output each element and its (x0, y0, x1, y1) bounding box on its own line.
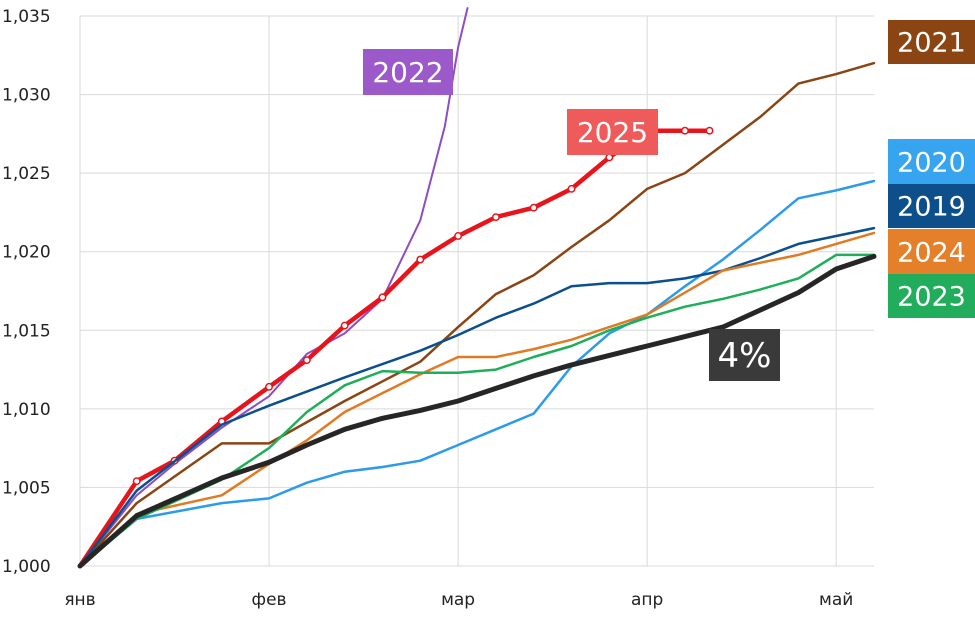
grid (79, 15, 874, 567)
data-point-2025 (567, 184, 576, 193)
series-label-text: 2023 (897, 282, 966, 313)
series (77, 7, 877, 569)
series-line-2021 (78, 61, 876, 568)
data-point-2025 (416, 255, 425, 264)
series-label-text: 2019 (897, 192, 966, 223)
series-label-box (888, 274, 975, 318)
series-label-2022: 2022 (363, 49, 453, 95)
x-tick-label: янв (64, 590, 95, 610)
series-label-text: 2025 (577, 116, 648, 149)
series-4 (77, 253, 877, 569)
series-labels: 2022 2025 2021 2020 2019 2024 2023 4% (363, 20, 975, 381)
data-point-2025 (605, 153, 614, 162)
series-2024 (78, 231, 876, 568)
series-line-2024 (78, 231, 876, 568)
series-label-box (567, 109, 658, 155)
series-line-2020 (78, 179, 876, 568)
data-point-2025 (378, 293, 387, 302)
x-tick-label: мар (441, 590, 475, 610)
series-label-box (888, 184, 975, 228)
data-point-2025 (132, 477, 141, 486)
series-2023 (78, 253, 876, 568)
x-tick-label: фев (252, 590, 287, 610)
data-point-2025 (529, 203, 538, 212)
series-label-4: 4% (709, 329, 780, 381)
series-2021 (78, 61, 876, 568)
series-label-2023: 2023 (888, 274, 975, 318)
series-2020 (78, 179, 876, 568)
series-label-text: 2021 (897, 28, 966, 59)
series-label-text: 2024 (897, 238, 966, 269)
x-tick-label: апр (631, 590, 663, 610)
y-tick-label: 1,005 (2, 478, 51, 498)
data-point-2025 (705, 126, 714, 135)
series-line-4 (77, 253, 877, 569)
axes: 1,000 1,005 1,010 1,015 1,020 1,025 1,030 1,035… (2, 7, 853, 610)
series-label-2025: 2025 (567, 109, 658, 155)
series-label-2019: 2019 (888, 184, 975, 228)
series-label-text: 2022 (372, 56, 443, 89)
series-line-2023 (78, 253, 876, 568)
data-point-2025 (340, 321, 349, 330)
y-tick-label: 1,030 (2, 86, 51, 106)
data-point-2025 (265, 382, 273, 391)
y-tick-label: 1,000 (2, 557, 51, 577)
series-label-box (888, 20, 975, 64)
series-label-text: 4% (718, 336, 772, 376)
series-label-2021: 2021 (888, 20, 975, 64)
series-label-box (709, 329, 780, 381)
y-tick-label: 1,025 (2, 164, 51, 184)
series-label-box (888, 139, 975, 185)
data-point-2025 (302, 356, 311, 365)
data-point-2025 (454, 232, 463, 240)
y-tick-label: 1,010 (2, 400, 51, 420)
x-tick-label: май (819, 590, 853, 610)
y-tick-label: 1,035 (2, 7, 51, 27)
series-label-box (888, 229, 975, 275)
data-point-2025 (491, 213, 500, 222)
series-line-2019 (78, 226, 876, 568)
series-label-box (363, 49, 453, 95)
series-label-text: 2020 (897, 148, 966, 179)
series-2019 (78, 226, 876, 568)
series-label-2020: 2020 (888, 139, 975, 185)
y-tick-label: 1,015 (2, 321, 51, 341)
series-label-2024: 2024 (888, 229, 975, 275)
data-point-2025 (681, 126, 689, 135)
y-tick-label: 1,020 (2, 243, 51, 263)
